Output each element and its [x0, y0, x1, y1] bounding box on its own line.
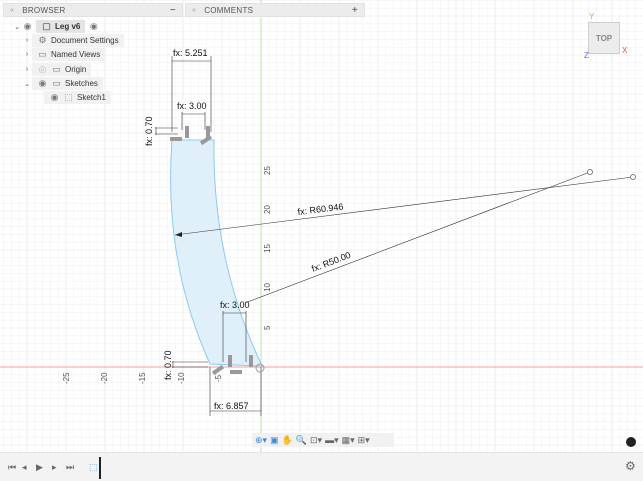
- comments-panel-header[interactable]: « COMMENTS +: [185, 3, 365, 17]
- dim-top-height[interactable]: fx: 0.70: [144, 116, 154, 146]
- fit-icon[interactable]: ⊡▾: [310, 434, 323, 445]
- browser-title: BROWSER: [22, 5, 66, 15]
- folder-icon: ▭: [52, 64, 61, 74]
- tree-item-origin[interactable]: › ◎ ▭ Origin: [22, 63, 92, 76]
- chevron-right-icon[interactable]: ›: [25, 37, 29, 44]
- arrow-head: [175, 232, 182, 237]
- look-at-icon[interactable]: ▣: [270, 434, 279, 445]
- sketch-canvas[interactable]: fx: 5.251 fx: 3.00 fx: 0.70 fx: R60.946 …: [0, 0, 643, 452]
- step-forward-icon[interactable]: ▸: [52, 462, 57, 472]
- chevron-right-icon[interactable]: ›: [25, 51, 29, 58]
- timeline: ⏮ ◂ ▶ ▸ ⏭ ⬚ ⚙: [0, 452, 643, 481]
- collapse-button[interactable]: −: [169, 4, 176, 16]
- tree-item-sketches[interactable]: ⌄ ◉ ▭ Sketches: [22, 77, 103, 90]
- tree-item-label: Named Views: [51, 50, 101, 59]
- y-tick-label: 20: [263, 205, 272, 214]
- arc-center-point[interactable]: [630, 174, 636, 180]
- chevron-right-icon[interactable]: ›: [25, 66, 29, 73]
- sketch-icon: ⬚: [64, 92, 73, 102]
- y-tick-label: 10: [263, 283, 272, 292]
- chevron-down-icon[interactable]: ⌄: [14, 23, 20, 31]
- dimension-lines: [155, 56, 634, 416]
- dim-bottom-inner[interactable]: fx: 3.00: [220, 300, 250, 310]
- grip-icon[interactable]: «: [192, 6, 197, 14]
- viewcube-face-top[interactable]: TOP: [595, 33, 613, 43]
- x-tick-label: -25: [62, 372, 71, 384]
- tree-item-label: Sketches: [65, 79, 98, 88]
- tree-item-sketch1[interactable]: ◉ ⬚ Sketch1: [44, 91, 111, 104]
- tree-item-label: Document Settings: [51, 36, 119, 45]
- constraint-icons: [170, 126, 265, 376]
- x-tick-label: -15: [138, 372, 147, 384]
- step-back-icon[interactable]: ◂: [22, 462, 27, 472]
- tree-item-named-views[interactable]: › ▭ Named Views: [22, 48, 106, 61]
- tree-item-label: Leg v6: [55, 22, 81, 31]
- dim-bottom-height[interactable]: fx: 0.70: [163, 350, 173, 380]
- navigation-bar: ⊕▾ ▣ ✋ 🔍 ⊡▾ ▬▾ ▦▾ ⊞▾: [252, 433, 394, 447]
- x-tick-label: -10: [177, 372, 186, 384]
- play-icon[interactable]: ▶: [36, 462, 43, 472]
- display-settings-icon[interactable]: ▬▾: [325, 434, 339, 445]
- eye-icon[interactable]: ◉: [50, 92, 59, 102]
- folder-icon: ▭: [38, 49, 47, 59]
- chevron-down-icon[interactable]: ⌄: [24, 80, 30, 88]
- timeline-sketch-feature-icon[interactable]: ⬚: [89, 462, 98, 472]
- gear-icon: ⚙: [38, 35, 47, 45]
- dim-top-width[interactable]: fx: 5.251: [173, 48, 208, 58]
- x-tick-label: -5: [214, 374, 223, 382]
- browser-panel-header[interactable]: « BROWSER −: [3, 3, 183, 17]
- tree-item-label: Origin: [65, 65, 87, 74]
- x-tick-label: -20: [100, 372, 109, 384]
- activate-radio-icon[interactable]: ◉: [89, 21, 98, 31]
- add-comment-button[interactable]: +: [351, 4, 358, 16]
- viewports-icon[interactable]: ⊞▾: [357, 434, 370, 445]
- viewcube[interactable]: TOP: [588, 22, 620, 54]
- dim-bottom-width[interactable]: fx: 6.857: [214, 401, 249, 411]
- tree-item-label: Sketch1: [77, 93, 106, 102]
- dim-top-inner[interactable]: fx: 3.00: [177, 101, 207, 111]
- orbit-icon[interactable]: ⊕▾: [255, 434, 268, 445]
- gear-icon[interactable]: ⚙: [625, 459, 636, 473]
- go-to-end-icon[interactable]: ⏭: [66, 462, 75, 472]
- y-tick-label: 5: [263, 325, 272, 330]
- y-tick-label: 15: [263, 244, 272, 253]
- viewcube-z-label: Z: [584, 51, 589, 60]
- leg-profile[interactable]: [170, 139, 263, 367]
- grid-settings-icon[interactable]: ▦▾: [341, 434, 355, 445]
- timeline-marker[interactable]: [99, 457, 101, 479]
- arc-center-point[interactable]: [587, 169, 593, 175]
- pan-icon[interactable]: ✋: [281, 434, 293, 445]
- grid: [0, 0, 643, 452]
- eye-icon[interactable]: ◉: [23, 21, 32, 31]
- eye-icon[interactable]: ◉: [38, 78, 47, 88]
- tree-item-document-settings[interactable]: › ⚙ Document Settings: [22, 34, 124, 47]
- viewcube-y-label: Y: [589, 12, 595, 21]
- comments-title: COMMENTS: [204, 5, 254, 15]
- eye-hidden-icon[interactable]: ◎: [38, 64, 47, 74]
- y-tick-label: 25: [263, 166, 272, 175]
- grip-icon[interactable]: «: [10, 6, 15, 14]
- zoom-icon[interactable]: 🔍: [295, 434, 308, 445]
- go-to-start-icon[interactable]: ⏮: [8, 462, 17, 472]
- folder-icon: ▭: [52, 78, 61, 88]
- account-icon[interactable]: [626, 437, 636, 447]
- tree-item-root[interactable]: ⌄ ◉ ▢ Leg v6 ◉: [12, 20, 102, 33]
- viewcube-x-label: X: [622, 46, 628, 55]
- document-icon: ▢: [42, 21, 51, 31]
